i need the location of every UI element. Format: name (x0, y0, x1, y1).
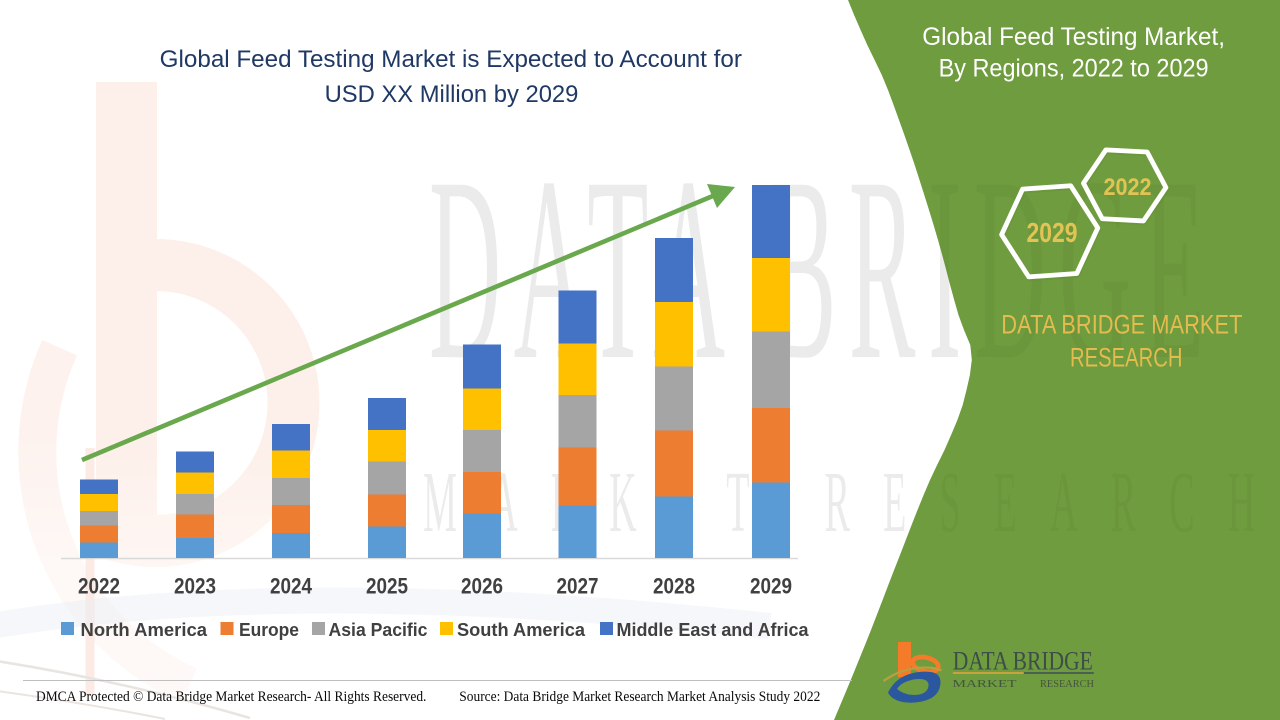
svg-text:2028: 2028 (653, 574, 695, 599)
svg-text:2025: 2025 (366, 574, 408, 599)
svg-text:2029: 2029 (1027, 217, 1078, 248)
svg-text:South America: South America (457, 619, 586, 640)
svg-text:Middle East and Africa: Middle East and Africa (617, 619, 810, 640)
svg-text:North America: North America (81, 619, 208, 640)
svg-text:2024: 2024 (270, 574, 313, 599)
svg-text:RESEARCH: RESEARCH (1040, 679, 1094, 690)
svg-text:2029: 2029 (750, 574, 792, 599)
svg-text:2027: 2027 (557, 574, 599, 599)
svg-text:DATA BRIDGE MARKET: DATA BRIDGE MARKET (1001, 310, 1242, 340)
svg-text:Europe: Europe (239, 619, 299, 640)
svg-text:2022: 2022 (78, 574, 120, 599)
svg-text:By Regions, 2022 to 2029: By Regions, 2022 to 2029 (939, 55, 1209, 83)
svg-text:Source: Data Bridge Market Res: Source: Data Bridge Market Research Mark… (459, 689, 820, 705)
svg-text:USD XX Million by 2029: USD XX Million by 2029 (325, 81, 579, 108)
svg-text:2023: 2023 (174, 574, 216, 599)
svg-text:RESEARCH: RESEARCH (1070, 343, 1183, 373)
svg-text:2026: 2026 (461, 574, 503, 599)
svg-text:DATA BRIDGE: DATA BRIDGE (953, 647, 1093, 676)
svg-text:DMCA Protected © Data Bridge M: DMCA Protected © Data Bridge Market Rese… (36, 689, 426, 705)
svg-text:MARKET: MARKET (953, 679, 1017, 690)
svg-text:2022: 2022 (1104, 174, 1152, 201)
svg-text:Global Feed Testing Market,: Global Feed Testing Market, (922, 23, 1225, 51)
svg-text:Global Feed Testing Market is: Global Feed Testing Market is Expected t… (160, 46, 742, 73)
svg-text:Asia Pacific: Asia Pacific (329, 619, 428, 640)
